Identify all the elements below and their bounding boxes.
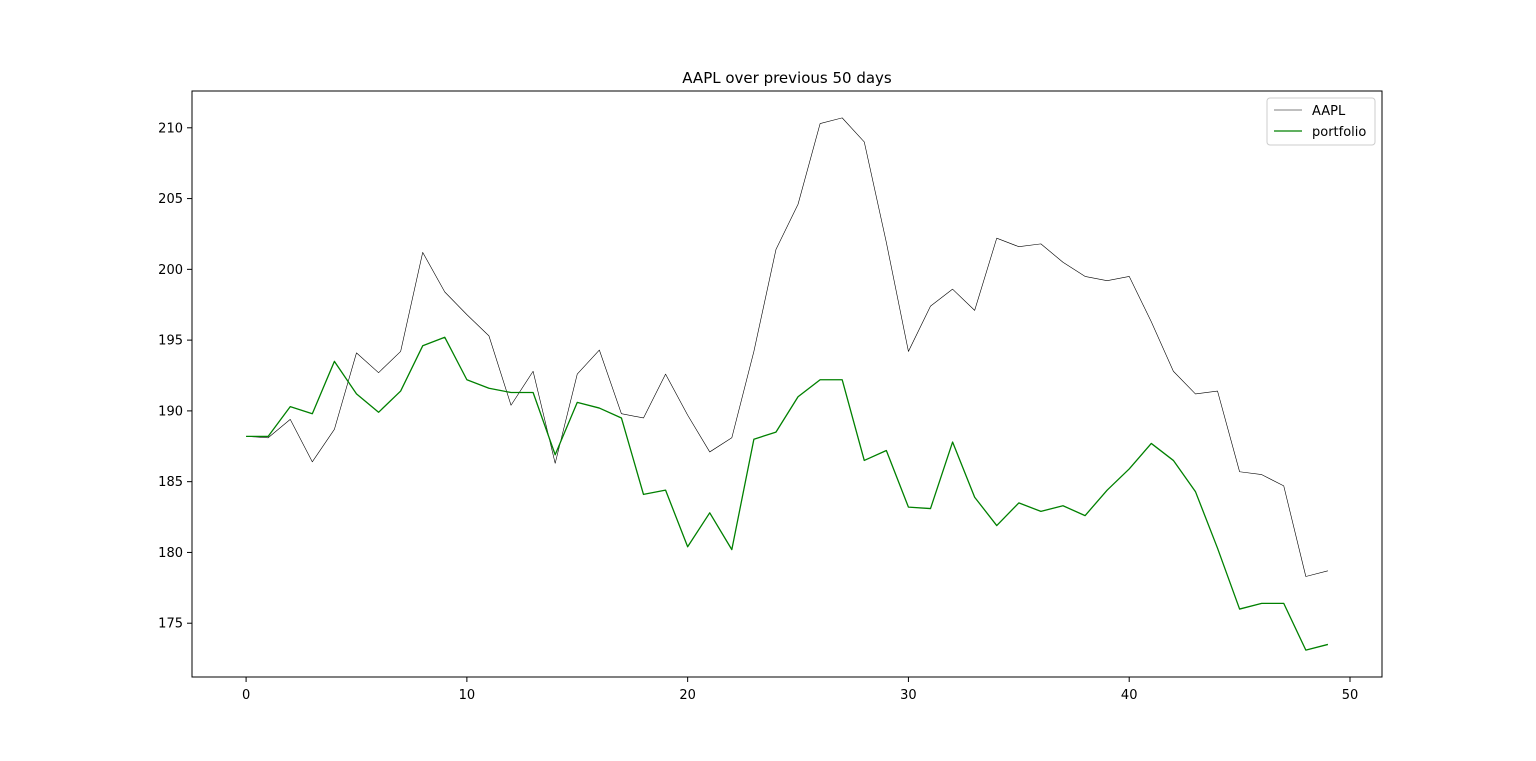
- series-line-aapl: [246, 117, 1328, 577]
- y-tick-label: 175: [158, 617, 183, 632]
- y-tick-label: 210: [158, 121, 183, 136]
- x-tick-label: 20: [679, 688, 696, 703]
- x-tick-label: 40: [1121, 688, 1138, 703]
- y-tick-label: 205: [158, 192, 183, 207]
- series-line-portfolio: [246, 336, 1329, 651]
- series-layer: [246, 117, 1329, 651]
- y-tick-label: 200: [158, 263, 183, 278]
- legend-label: AAPL: [1312, 104, 1346, 119]
- y-axis: 175 180 185 190 195 200 205 210: [158, 121, 192, 632]
- x-tick-label: 0: [242, 688, 250, 703]
- y-tick-label: 185: [158, 475, 183, 490]
- x-axis: 0 10 20 30 40 50: [242, 677, 1358, 703]
- y-tick-label: 190: [158, 404, 183, 419]
- chart-title: AAPL over previous 50 days: [682, 69, 892, 87]
- legend: AAPL portfolio: [1266, 97, 1376, 146]
- plot-area: [191, 90, 1383, 678]
- y-tick-label: 180: [158, 546, 183, 561]
- legend-label: portfolio: [1312, 125, 1366, 140]
- x-tick-label: 50: [1342, 688, 1359, 703]
- y-tick-label: 195: [158, 334, 183, 349]
- x-tick-label: 10: [459, 688, 476, 703]
- plot-frame: [191, 90, 1383, 678]
- x-tick-label: 30: [900, 688, 917, 703]
